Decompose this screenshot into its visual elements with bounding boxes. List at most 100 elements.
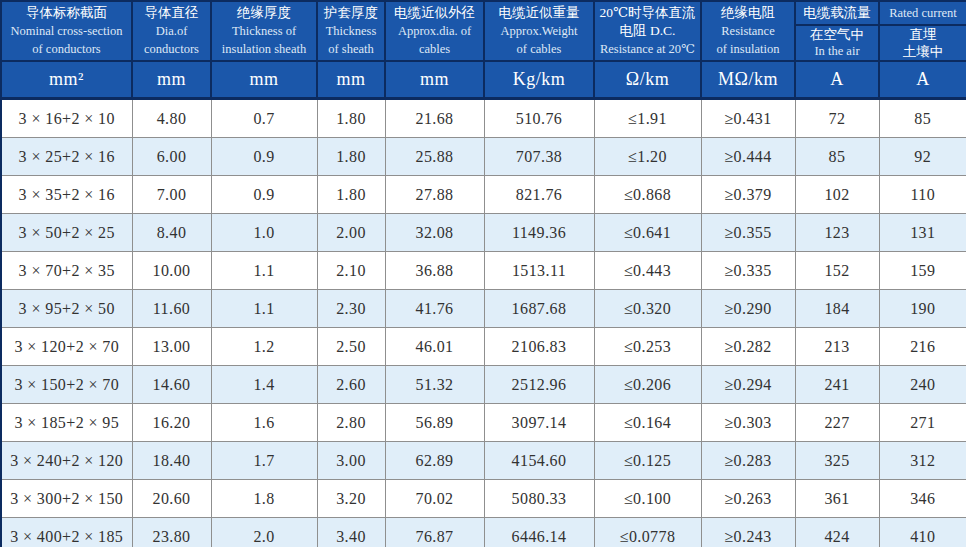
table-row: 3 × 70+2 × 3510.001.12.1036.881513.11≤0.… <box>1 252 966 290</box>
cell-value: ≥0.335 <box>701 252 795 290</box>
cell-value: ≤0.868 <box>594 176 701 214</box>
cell-value: 190 <box>879 290 966 328</box>
header-line-zh: 导体标称截面 <box>2 4 131 22</box>
header-line-en: of conductors <box>2 40 131 58</box>
cell-value: 2.50 <box>317 328 385 366</box>
header-line-zh: 在空气中 <box>796 26 878 43</box>
cell-value: 27.88 <box>385 176 484 214</box>
cell-conductor-size: 3 × 300+2 × 150 <box>1 480 132 518</box>
cell-value: 1.4 <box>211 366 317 404</box>
cell-value: 1.8 <box>211 480 317 518</box>
cell-value: 1.80 <box>317 99 385 138</box>
cell-conductor-size: 3 × 120+2 × 70 <box>1 328 132 366</box>
cell-conductor-size: 3 × 70+2 × 35 <box>1 252 132 290</box>
cell-value: ≥0.290 <box>701 290 795 328</box>
cell-conductor-size: 3 × 16+2 × 10 <box>1 99 132 138</box>
cell-value: 1.80 <box>317 176 385 214</box>
cell-value: 0.9 <box>211 176 317 214</box>
cell-value: 102 <box>795 176 879 214</box>
unit-ampere-air: A <box>795 61 879 99</box>
cell-value: 325 <box>795 442 879 480</box>
header-line-en: conductors <box>133 40 210 58</box>
cell-value: 23.80 <box>132 518 211 547</box>
cell-value: 271 <box>879 404 966 442</box>
cell-value: 46.01 <box>385 328 484 366</box>
cell-value: 123 <box>795 214 879 252</box>
cell-value: 424 <box>795 518 879 547</box>
header-line-zh: 绝缘厚度 <box>212 4 316 22</box>
table-row: 3 × 25+2 × 166.000.91.8025.88707.38≤1.20… <box>1 138 966 176</box>
cell-value: 8.40 <box>132 214 211 252</box>
cell-value: 70.02 <box>385 480 484 518</box>
cell-value: 4154.60 <box>484 442 594 480</box>
cell-value: 51.32 <box>385 366 484 404</box>
cell-conductor-size: 3 × 35+2 × 16 <box>1 176 132 214</box>
cell-value: 131 <box>879 214 966 252</box>
header-line-en: Rated current <box>880 4 966 22</box>
cell-value: ≥0.444 <box>701 138 795 176</box>
cell-value: 25.88 <box>385 138 484 176</box>
cell-value: 227 <box>795 404 879 442</box>
cell-value: 85 <box>795 138 879 176</box>
col-header-sheath-thickness: 护套厚度 Thickness of sheath <box>317 1 385 61</box>
cell-value: 3.00 <box>317 442 385 480</box>
header-line-en: Dia.of <box>133 22 210 40</box>
table-row: 3 × 185+2 × 9516.201.62.8056.893097.14≤0… <box>1 404 966 442</box>
cell-value: 3.20 <box>317 480 385 518</box>
cell-value: ≤0.164 <box>594 404 701 442</box>
cell-value: 2.30 <box>317 290 385 328</box>
cell-value: ≥0.431 <box>701 99 795 138</box>
header-line-en: In the air <box>796 43 878 60</box>
cell-value: 2.10 <box>317 252 385 290</box>
header-line-zh: 护套厚度 <box>318 4 384 22</box>
unit-mm2: mm² <box>1 61 132 99</box>
cell-value: 36.88 <box>385 252 484 290</box>
header-line-en: of cables <box>485 40 593 58</box>
unit-ampere-soil: A <box>879 61 966 99</box>
header-line-en: Approx.dia. of <box>386 22 483 40</box>
unit-mm: mm <box>385 61 484 99</box>
cell-value: 1149.36 <box>484 214 594 252</box>
table-row: 3 × 50+2 × 258.401.02.0032.081149.36≤0.6… <box>1 214 966 252</box>
cell-value: 240 <box>879 366 966 404</box>
col-header-conductor-diameter: 导体直径 Dia.of conductors <box>132 1 211 61</box>
col-header-approx-weight: 电缆近似重量 Approx.Weight of cables <box>484 1 594 61</box>
cell-value: ≥0.379 <box>701 176 795 214</box>
header-row-units: mm² mm mm mm mm Kg/km Ω/km MΩ/km A A <box>1 61 966 99</box>
cell-conductor-size: 3 × 185+2 × 95 <box>1 404 132 442</box>
cell-value: ≤0.641 <box>594 214 701 252</box>
header-line-en: cables <box>386 40 483 58</box>
header-line-en: Thickness <box>318 22 384 40</box>
cell-value: 312 <box>879 442 966 480</box>
cell-value: ≥0.355 <box>701 214 795 252</box>
header-line-en: insulation sheath <box>212 40 316 58</box>
cell-value: ≤0.206 <box>594 366 701 404</box>
cell-value: 241 <box>795 366 879 404</box>
cell-value: 16.20 <box>132 404 211 442</box>
cell-value: 7.00 <box>132 176 211 214</box>
cell-value: 32.08 <box>385 214 484 252</box>
cell-value: 2.80 <box>317 404 385 442</box>
cell-value: ≤1.91 <box>594 99 701 138</box>
cell-value: 41.76 <box>385 290 484 328</box>
cable-spec-table: 导体标称截面 Nominal cross-section of conducto… <box>0 0 966 547</box>
cell-value: 2.00 <box>317 214 385 252</box>
cell-value: 92 <box>879 138 966 176</box>
header-line-zh: 土壤中 <box>880 43 966 60</box>
cell-value: 85 <box>879 99 966 138</box>
cell-conductor-size: 3 × 25+2 × 16 <box>1 138 132 176</box>
cell-conductor-size: 3 × 400+2 × 185 <box>1 518 132 547</box>
unit-megohm-km: MΩ/km <box>701 61 795 99</box>
header-line-zh: 电缆近似重量 <box>485 4 593 22</box>
col-header-rated-current-en: Rated current <box>879 1 966 25</box>
cell-value: 1.6 <box>211 404 317 442</box>
cell-value: ≤0.443 <box>594 252 701 290</box>
cell-value: 76.87 <box>385 518 484 547</box>
cell-value: ≥0.243 <box>701 518 795 547</box>
cell-value: ≤0.0778 <box>594 518 701 547</box>
header-line-zh: 电缆近似外径 <box>386 4 483 22</box>
cell-value: 2512.96 <box>484 366 594 404</box>
cell-value: 72 <box>795 99 879 138</box>
header-line-en: Approx.Weight <box>485 22 593 40</box>
cell-value: 1.0 <box>211 214 317 252</box>
